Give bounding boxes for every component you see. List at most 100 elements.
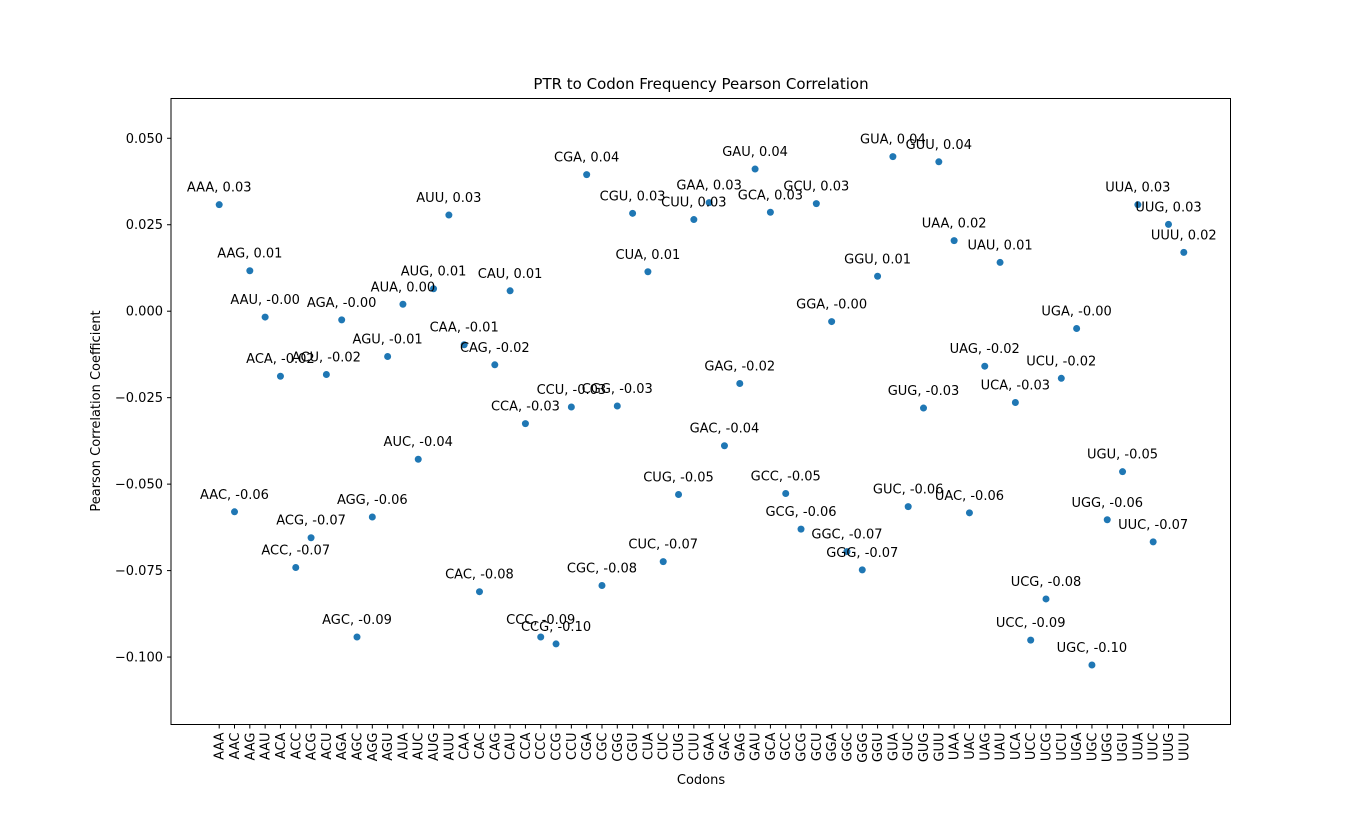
- data-point: [904, 503, 912, 511]
- data-point-label: AAU, -0.00: [230, 293, 300, 308]
- data-point-label: GGA, -0.00: [796, 298, 867, 313]
- data-point-label: CGG, -0.03: [582, 382, 653, 397]
- x-tick-label: AUC: [412, 733, 427, 761]
- data-point-label: AAG, 0.01: [217, 247, 282, 262]
- x-tick-label: CUU: [687, 733, 702, 761]
- y-tick-label: 0.025: [126, 218, 163, 233]
- x-tick-label: GUG: [917, 733, 932, 763]
- data-point-label: UAA, 0.02: [922, 217, 987, 232]
- data-point-label: GAA, 0.03: [676, 179, 741, 194]
- data-point-label: AGU, -0.01: [353, 333, 423, 348]
- data-point-label: GUA, 0.04: [860, 133, 926, 148]
- data-point: [675, 491, 683, 499]
- data-point: [1164, 220, 1172, 228]
- data-point-label: ACG, -0.07: [276, 514, 346, 529]
- data-point: [384, 353, 392, 361]
- data-point-label: AUU, 0.03: [416, 191, 481, 206]
- data-points: [215, 153, 1188, 669]
- data-point-label: UCA, -0.03: [981, 379, 1050, 394]
- data-point: [751, 165, 759, 173]
- x-tick-label: UAG: [978, 733, 993, 761]
- data-point: [322, 370, 330, 378]
- data-point-label: GUC, -0.06: [873, 483, 944, 498]
- data-point: [858, 566, 866, 574]
- data-point-label: GGU, 0.01: [844, 252, 911, 267]
- x-tick-label: GCU: [810, 733, 825, 762]
- x-tick-label: AAU: [259, 733, 274, 761]
- y-tick-label: −0.025: [115, 391, 163, 406]
- data-point: [276, 372, 284, 380]
- data-point: [705, 199, 713, 207]
- x-tick-label: UCA: [1009, 732, 1024, 760]
- x-tick-label: CAG: [488, 733, 503, 761]
- data-point: [537, 633, 545, 641]
- data-point: [460, 341, 468, 349]
- x-tick-label: GGA: [825, 732, 840, 761]
- data-point: [414, 455, 422, 463]
- x-tick-label: AUU: [442, 733, 457, 761]
- data-point-label: AAA, 0.03: [187, 181, 252, 196]
- data-point: [843, 548, 851, 556]
- data-point: [598, 581, 606, 589]
- data-point-label: CAG, -0.02: [460, 341, 530, 356]
- data-point-label: GAU, 0.04: [722, 145, 788, 160]
- data-point: [583, 171, 591, 179]
- y-tick-label: −0.100: [115, 651, 163, 666]
- data-point-label: GCC, -0.05: [751, 469, 821, 484]
- x-tick-label: CCC: [534, 733, 549, 760]
- x-tick-label: GUA: [886, 732, 901, 761]
- data-point: [1073, 324, 1081, 332]
- x-tick-label: AUA: [396, 732, 411, 759]
- data-point: [1134, 201, 1142, 209]
- data-point: [797, 525, 805, 533]
- x-tick-label: CCG: [550, 733, 565, 761]
- data-point: [659, 558, 667, 566]
- data-point: [215, 201, 223, 209]
- data-point-label: GAG, -0.02: [704, 359, 775, 374]
- data-point-label: UUC, -0.07: [1118, 518, 1188, 533]
- x-tick-label: CAA: [458, 732, 473, 759]
- x-tick-label: CUG: [672, 733, 687, 762]
- data-point: [506, 287, 514, 295]
- data-point-label: AAC, -0.06: [200, 488, 269, 503]
- data-point-label: AUA, 0.00: [371, 280, 436, 295]
- x-tick-label: UGU: [1116, 733, 1131, 762]
- x-tick-label: UGG: [1101, 733, 1116, 763]
- data-point-label: AUC, -0.04: [384, 435, 453, 450]
- data-point-label: ACU, -0.02: [292, 350, 361, 365]
- data-point: [766, 208, 774, 216]
- data-point-label: CCA, -0.03: [491, 400, 560, 415]
- data-point: [552, 640, 560, 648]
- x-tick-label: UCG: [1040, 733, 1055, 762]
- y-tick-label: 0.000: [126, 305, 163, 320]
- x-tick-label: GUU: [932, 733, 947, 762]
- data-point-label: UAG, -0.02: [950, 342, 1020, 357]
- data-point: [812, 200, 820, 208]
- x-tick-label: CGU: [626, 733, 641, 762]
- data-point: [920, 404, 928, 412]
- x-tick-label: AAC: [228, 733, 243, 760]
- x-tick-label: AUG: [427, 733, 442, 761]
- data-point: [996, 258, 1004, 266]
- y-axis-ticks: 0.050 0.025 0.000 −0.025 −0.050 −0.075 −0.100: [115, 132, 171, 666]
- x-tick-label: UCU: [1055, 733, 1070, 761]
- chart-title: PTR to Codon Frequency Pearson Correlati…: [533, 75, 868, 93]
- x-tick-label: ACU: [320, 733, 335, 760]
- x-tick-label: GCC: [779, 733, 794, 761]
- data-point: [950, 237, 958, 245]
- x-tick-label: CAU: [504, 733, 519, 761]
- data-point-label: UGC, -0.10: [1057, 641, 1128, 656]
- data-point: [1011, 399, 1019, 407]
- data-point: [1027, 636, 1035, 644]
- data-point: [1042, 595, 1050, 603]
- data-point: [613, 402, 621, 410]
- data-point: [399, 300, 407, 308]
- x-tick-label: AGA: [335, 732, 350, 760]
- data-point-label: ACC, -0.07: [261, 543, 330, 558]
- x-tick-label: GAC: [718, 733, 733, 761]
- data-point: [353, 633, 361, 641]
- data-point: [567, 403, 575, 411]
- x-tick-label: UAC: [963, 733, 978, 760]
- x-tick-label: AGU: [381, 733, 396, 761]
